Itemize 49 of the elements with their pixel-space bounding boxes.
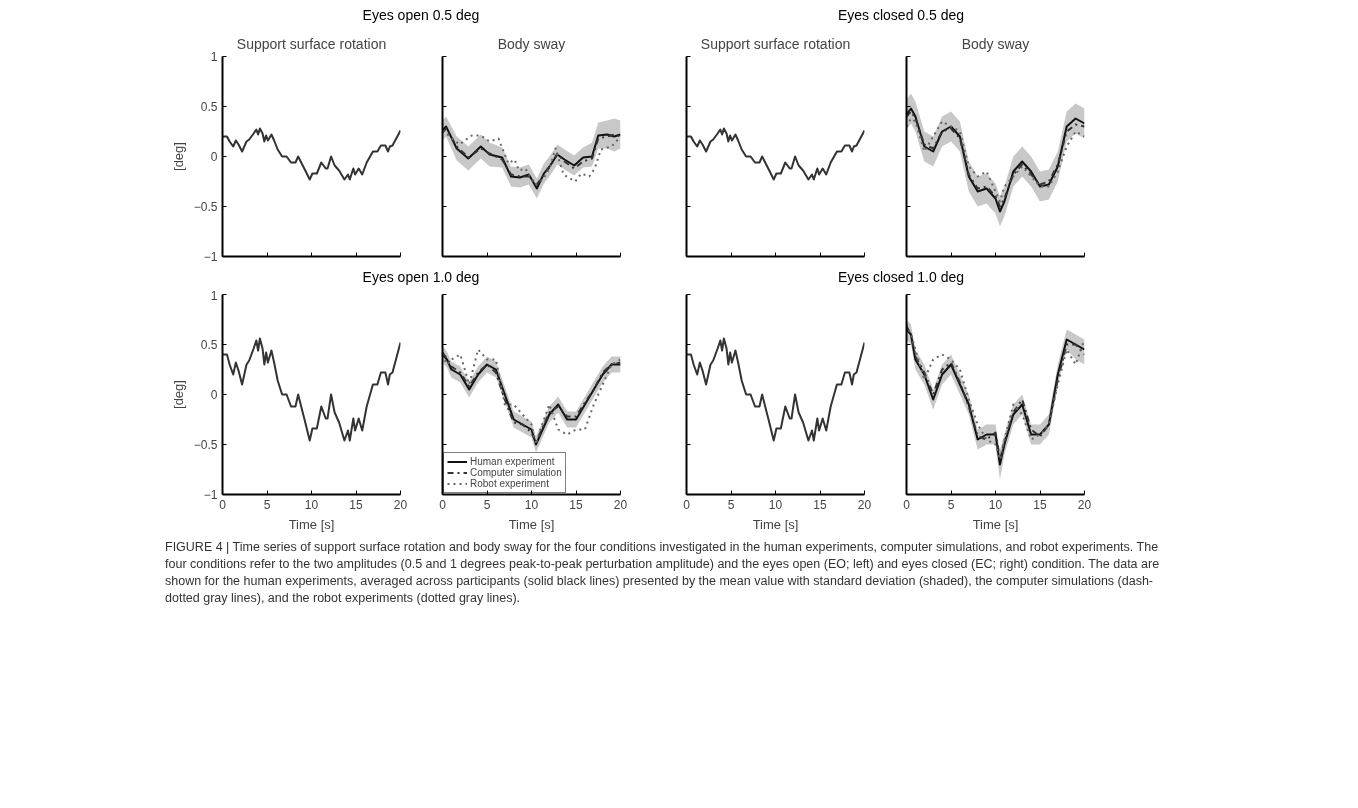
y-tick-label: −1 [203,250,218,264]
x-tick-label: 0 [439,497,447,512]
x-tick-label: 10 [304,497,319,512]
x-tick-label: 5 [483,497,491,512]
x-tick-label: 20 [857,497,872,512]
x-tick-label: 15 [813,497,827,512]
chart-subtitle: Eyes open 0.5 deg [362,6,480,25]
chart-title: Support surface rotation [700,35,851,52]
x-tick-label: 5 [727,497,735,512]
text: Eyes closed 0.5 deg [837,6,965,25]
x-axis-title: Time [s] [972,516,1019,532]
legend-label: Computer simulation [470,467,562,478]
y-tick-label: −0.5 [193,200,218,214]
y-tick-label: 1 [210,288,218,303]
y-tick-label: 0 [210,150,218,164]
chart-title: Body sway [497,35,566,52]
x-tick-label: 15 [569,497,583,512]
y-tick-label: 1 [210,50,218,64]
y-tick-label: 0.5 [200,338,218,352]
y-tick-label: 0.5 [200,100,218,114]
text: Eyes closed 1.0 deg [837,268,965,287]
x-tick-label: 10 [988,497,1003,512]
y-tick-label: −0.5 [193,438,218,452]
legend-label: Human experiment [470,456,555,467]
x-tick-label: 10 [524,497,539,512]
line-series [222,337,401,442]
x-axis-title: Time [s] [752,516,799,532]
y-tick-label: 0 [210,388,218,402]
x-tick-label: 20 [613,497,628,512]
chart-subtitle: Eyes open 1.0 deg [362,268,480,287]
chart-title: Body sway [961,35,1030,52]
x-tick-label: 20 [393,497,408,512]
x-tick-label: 15 [1033,497,1047,512]
y-tick-label: −1 [203,488,218,502]
x-axis-title: Time [s] [288,516,335,532]
y-axis-title: [deg] [170,380,186,409]
x-tick-label: 0 [683,497,691,512]
caption: FIGURE 4 | Time series of support surface rotation and body sway for the four conditions investigated in the human experiments, computer simulations, and robot experiments. The four conditions refer to the two amplitudes (0.5 and 1 degrees peak-to-peak perturbation amplitude) and the eyes open (EO; left) and eyes closed (EC; right) condition. The data are shown for the human experiments, averaged across participants (solid black lines) presented by the mean value with standard deviation (shaded), the computer simulations (dash-dotted gray lines), and the robot experiments (dotted gray lines). [165,539,1161,607]
line-series [222,127,401,181]
legend-label: Robot experiment [470,478,549,489]
x-axis-title: Time [s] [508,516,555,532]
x-tick-label: 15 [349,497,363,512]
x-tick-label: 10 [768,497,783,512]
x-tick-label: 5 [947,497,955,512]
x-tick-label: 5 [263,497,271,512]
x-tick-label: 0 [903,497,911,512]
chart-title: Support surface rotation [236,35,387,52]
x-tick-label: 20 [1077,497,1092,512]
y-axis-title: [deg] [170,142,186,171]
